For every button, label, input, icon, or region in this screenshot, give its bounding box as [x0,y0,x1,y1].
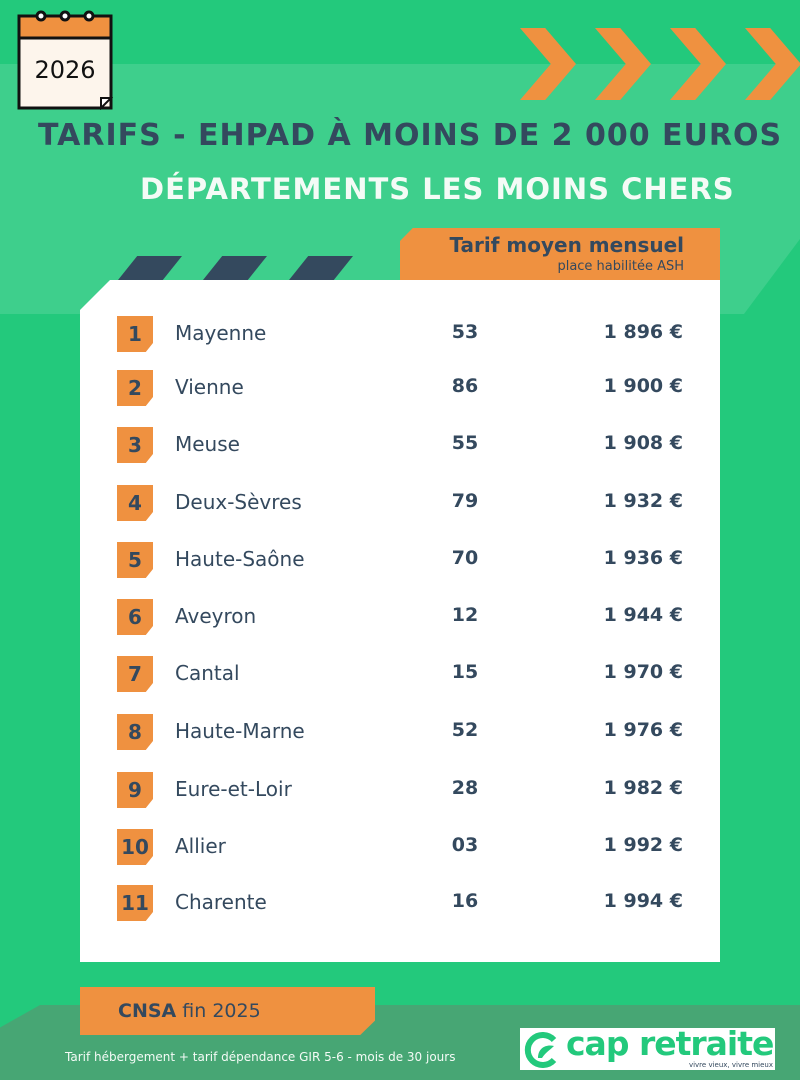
table-row: 10 Allier 03 1 992 € [80,829,720,865]
monthly-price: 1 936 € [603,547,683,569]
rank-badge: 5 [117,542,153,578]
footnote: Tarif hébergement + tarif dépendance GIR… [65,1050,456,1064]
rank-badge: 2 [117,370,153,406]
department-code: 15 [451,661,479,683]
department-code: 55 [451,432,479,454]
page-title: TARIFS - EHPAD À MOINS DE 2 000 EUROS [38,118,783,153]
department-code: 28 [451,777,479,799]
department-name: Charente [175,890,267,914]
table-row: 11 Charente 16 1 994 € [80,885,720,921]
monthly-price: 1 932 € [603,490,683,512]
source-name: CNSA [118,1000,177,1022]
monthly-price: 1 908 € [603,432,683,454]
department-code: 52 [451,719,479,741]
logo-tagline: vivre vieux, vivre mieux [688,1061,773,1069]
department-name: Haute-Marne [175,719,305,743]
table-row: 5 Haute-Saône 70 1 936 € [80,542,720,578]
source-date: fin 2025 [176,1000,261,1022]
department-name: Vienne [175,375,244,399]
table-row: 1 Mayenne 53 1 896 € [80,316,720,352]
department-code: 79 [451,490,479,512]
logo-name: cap retraite [566,1024,774,1063]
logo-leaf-icon [524,1032,557,1068]
table-row: 7 Cantal 15 1 970 € [80,656,720,692]
source-label: CNSA fin 2025 [80,987,375,1035]
monthly-price: 1 976 € [603,719,683,741]
monthly-price: 1 896 € [603,321,683,343]
monthly-price: 1 970 € [603,661,683,683]
monthly-price: 1 994 € [603,890,683,912]
department-name: Cantal [175,661,240,685]
table-row: 9 Eure-et-Loir 28 1 982 € [80,772,720,808]
table-row: 2 Vienne 86 1 900 € [80,370,720,406]
department-name: Aveyron [175,604,257,628]
rank-badge: 10 [117,829,153,865]
column-header-title: Tarif moyen mensuel [449,233,684,257]
monthly-price: 1 992 € [603,834,683,856]
monthly-price: 1 982 € [603,777,683,799]
rank-badge: 6 [117,599,153,635]
table-row: 6 Aveyron 12 1 944 € [80,599,720,635]
table-row: 8 Haute-Marne 52 1 976 € [80,714,720,750]
monthly-price: 1 944 € [603,604,683,626]
year: 2026 [34,56,96,84]
rank-badge: 7 [117,656,153,692]
department-name: Deux-Sèvres [175,490,302,514]
ranking-table: 1 Mayenne 53 1 896 €2 Vienne 86 1 900 €3 Meuse 5… [80,280,720,962]
rank-badge: 8 [117,714,153,750]
rank-badge: 11 [117,885,153,921]
column-header: Tarif moyen mensuel place habilitée ASH [400,228,720,280]
department-code: 12 [451,604,479,626]
rank-badge: 4 [117,485,153,521]
department-name: Allier [175,834,226,858]
department-code: 16 [451,890,479,912]
department-code: 86 [451,375,479,397]
department-name: Meuse [175,432,240,456]
table-row: 3 Meuse 55 1 908 € [80,427,720,463]
department-code: 53 [451,321,479,343]
page-subtitle: DÉPARTEMENTS LES MOINS CHERS [140,172,735,206]
rank-badge: 1 [117,316,153,352]
column-header-subtitle: place habilitée ASH [557,259,684,274]
calendar-icon: 2026 [17,8,114,111]
department-name: Eure-et-Loir [175,777,292,801]
rank-badge: 9 [117,772,153,808]
department-name: Mayenne [175,321,267,345]
monthly-price: 1 900 € [603,375,683,397]
cap-retraite-logo: cap retraite vivre vieux, vivre mieux [520,1024,775,1070]
department-code: 70 [451,547,479,569]
department-name: Haute-Saône [175,547,305,571]
department-code: 03 [451,834,479,856]
table-row: 4 Deux-Sèvres 79 1 932 € [80,485,720,521]
rank-badge: 3 [117,427,153,463]
